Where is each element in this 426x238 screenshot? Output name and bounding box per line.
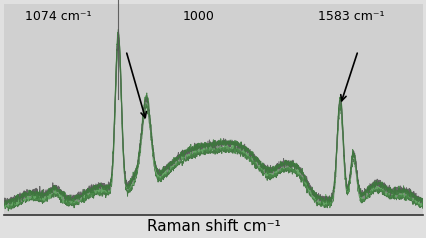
X-axis label: Raman shift cm⁻¹: Raman shift cm⁻¹ [146, 219, 280, 234]
Text: 1074 cm⁻¹: 1074 cm⁻¹ [25, 10, 92, 24]
Text: 1583 cm⁻¹: 1583 cm⁻¹ [318, 10, 384, 24]
Text: 1000: 1000 [182, 10, 214, 24]
